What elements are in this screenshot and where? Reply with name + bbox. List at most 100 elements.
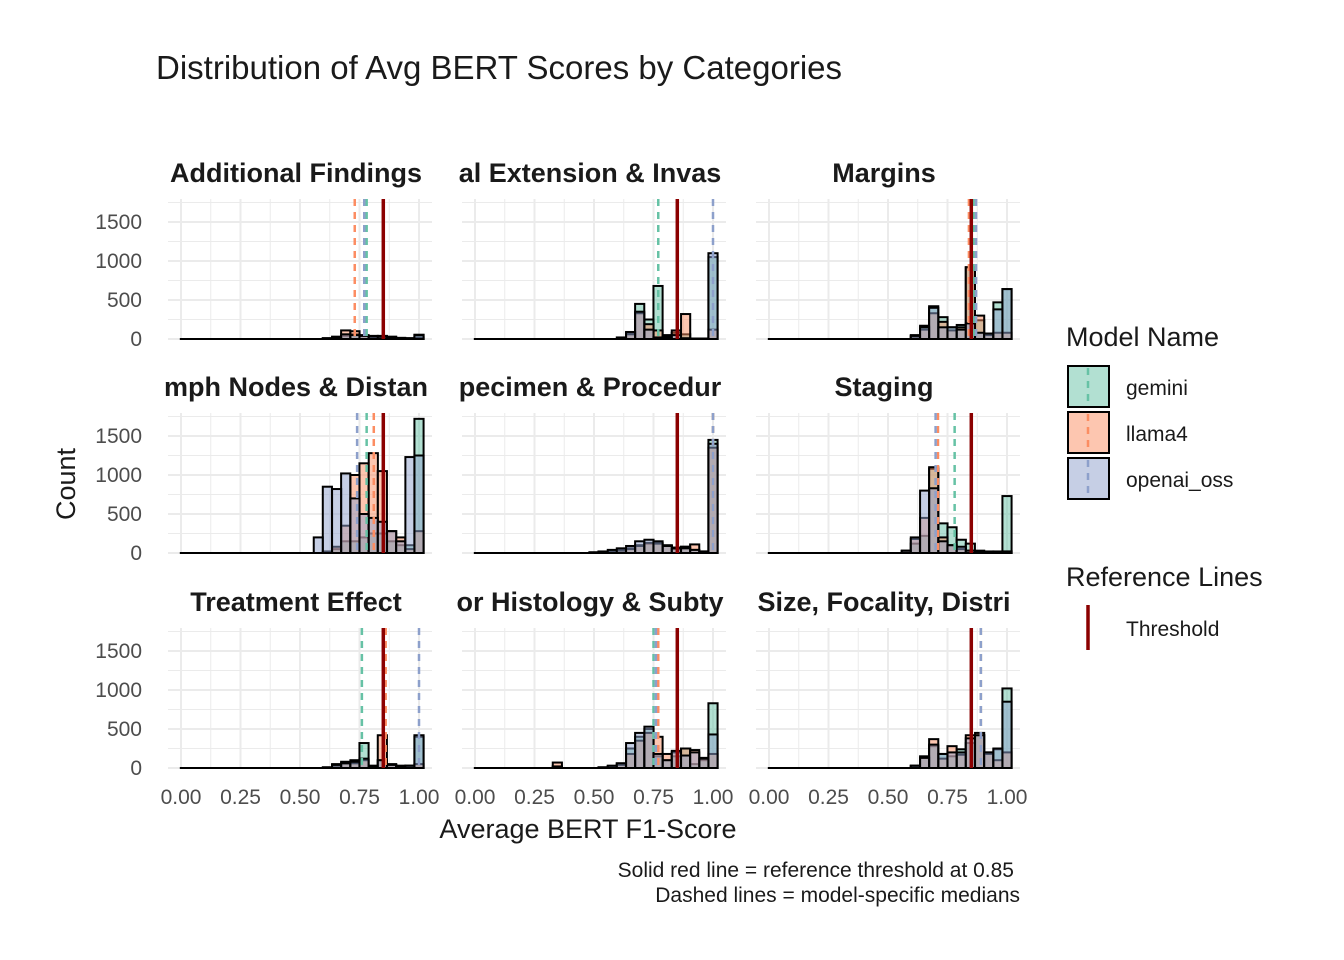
- bar-openai_oss: [606, 548, 618, 555]
- y-tick-label: 1000: [95, 464, 142, 487]
- bar-openai_oss: [395, 337, 407, 341]
- bar-openai_oss: [615, 762, 627, 770]
- bar-openai_oss: [404, 337, 416, 341]
- legend: Model Name gemini llama4 openai_oss Referenc…: [1066, 322, 1263, 650]
- y-tick-label: 500: [107, 718, 142, 741]
- bar-gemini: [321, 766, 333, 769]
- bar-openai_oss: [707, 733, 719, 770]
- bar-openai_oss: [340, 472, 352, 554]
- facet-title: Additional Findings: [170, 158, 422, 188]
- facet-title: or Histology & Subty: [456, 587, 723, 617]
- bar-openai_oss: [955, 751, 967, 770]
- bar-openai_oss: [955, 545, 967, 555]
- facet-margins: Margins: [756, 158, 1020, 341]
- bar-openai_oss: [588, 551, 600, 554]
- bar-openai_oss: [615, 547, 627, 555]
- bar-openai_oss: [919, 756, 931, 769]
- legend-label: gemini: [1126, 377, 1188, 400]
- bar-openai_oss: [992, 747, 1004, 769]
- bar-openai_oss: [1001, 288, 1013, 340]
- bar-openai_oss: [928, 743, 940, 769]
- bar-openai_oss: [395, 540, 407, 554]
- bar-openai_oss: [909, 334, 921, 341]
- bar-openai_oss: [625, 544, 637, 554]
- bar-openai_oss: [937, 752, 949, 770]
- bar-openai_oss: [331, 336, 343, 340]
- bar-openai_oss: [634, 731, 646, 770]
- legend-item-openai_oss: openai_oss: [1067, 457, 1233, 500]
- bar-openai_oss: [680, 337, 692, 341]
- reference-legend-title: Reference Lines: [1066, 562, 1263, 592]
- bar-openai_oss: [983, 551, 995, 554]
- x-tick-label: 0.00: [455, 786, 496, 809]
- bar-openai_oss: [634, 310, 646, 341]
- legend-item-threshold: Threshold: [1086, 605, 1219, 650]
- x-tick-label: 0.75: [927, 786, 968, 809]
- bar-openai_oss: [661, 544, 673, 554]
- bar-openai_oss: [689, 548, 701, 555]
- bar-openai_oss: [358, 757, 370, 770]
- bar-openai_oss: [661, 759, 673, 770]
- bar-openai_oss: [349, 760, 361, 770]
- bar-openai_oss: [358, 334, 370, 341]
- bar-openai_oss: [992, 308, 1004, 340]
- bar-openai_oss: [680, 754, 692, 770]
- bar-openai_oss: [698, 551, 710, 554]
- y-tick-label: 500: [107, 289, 142, 312]
- bar-openai_oss: [661, 336, 673, 341]
- y-tick-label: 500: [107, 503, 142, 526]
- x-tick-label: 0.50: [574, 786, 615, 809]
- bar-openai_oss: [597, 550, 609, 555]
- facet-pecimen-procedur: pecimen & Procedur: [459, 372, 726, 555]
- bar-openai_oss: [680, 547, 692, 555]
- x-tick-label: 0.25: [514, 786, 555, 809]
- bar-openai_oss: [386, 530, 398, 554]
- x-axis-title: Average BERT F1-Score: [439, 814, 736, 844]
- bar-openai_oss: [606, 764, 618, 769]
- x-tick-label: 1.00: [693, 786, 734, 809]
- bar-openai_oss: [1001, 700, 1013, 770]
- bar-openai_oss: [625, 742, 637, 769]
- x-tick-label: 1.00: [399, 786, 440, 809]
- bar-openai_oss: [983, 332, 995, 341]
- caption-line-1: Solid red line = reference threshold at …: [618, 859, 1014, 882]
- facet-mph-nodes-distan: mph Nodes & Distan 0 500 1000 1500: [95, 372, 432, 565]
- bar-openai_oss: [625, 330, 637, 341]
- caption-line-2: Dashed lines = model-specific medians: [655, 884, 1020, 907]
- bar-openai_oss: [909, 536, 921, 555]
- bar-openai_oss: [652, 540, 664, 554]
- facet-or-histology-subty: or Histology & Subty 0.00 0.25 0.50 0.75 1.00: [455, 587, 734, 809]
- chart-title: Distribution of Avg BERT Scores by Categ…: [156, 49, 842, 86]
- facet-treatment-effect: Treatment Effect 0 500 1000 1500 0.00 0.25 0.50…: [95, 587, 439, 809]
- bar-openai_oss: [919, 489, 931, 555]
- bar-openai_oss: [946, 326, 958, 340]
- bar-openai_oss: [955, 328, 967, 341]
- bar-openai_oss: [937, 326, 949, 340]
- bar-openai_oss: [367, 765, 379, 770]
- x-tick-label: 0.75: [633, 786, 674, 809]
- bar-openai_oss: [413, 454, 425, 554]
- bar-openai_oss: [1001, 550, 1013, 555]
- y-tick-label: 1500: [95, 211, 142, 234]
- facet-title: al Extension & Invas: [459, 158, 722, 188]
- bar-openai_oss: [331, 763, 343, 770]
- y-tick-label: 0: [130, 328, 142, 351]
- legend-label: openai_oss: [1126, 469, 1233, 492]
- bar-openai_oss: [340, 762, 352, 770]
- facet-staging: Staging: [756, 372, 1020, 555]
- bar-openai_oss: [331, 488, 343, 555]
- bar-openai_oss: [634, 540, 646, 554]
- facet-additional-findings: Additional Findings 0 500 1000 1500: [95, 158, 432, 351]
- facet-panels: Additional Findings 0 500 1000 1500 al Extens…: [95, 158, 1027, 809]
- y-tick-label: 0: [130, 757, 142, 780]
- y-tick-label: 0: [130, 542, 142, 565]
- legend-item-llama4: llama4: [1067, 411, 1188, 454]
- bar-openai_oss: [404, 764, 416, 769]
- bar-gemini: [615, 336, 627, 341]
- x-tick-label: 0.25: [808, 786, 849, 809]
- x-tick-label: 1.00: [987, 786, 1028, 809]
- bar-openai_oss: [946, 751, 958, 770]
- bar-openai_oss: [909, 764, 921, 769]
- facet-title: Margins: [832, 158, 936, 188]
